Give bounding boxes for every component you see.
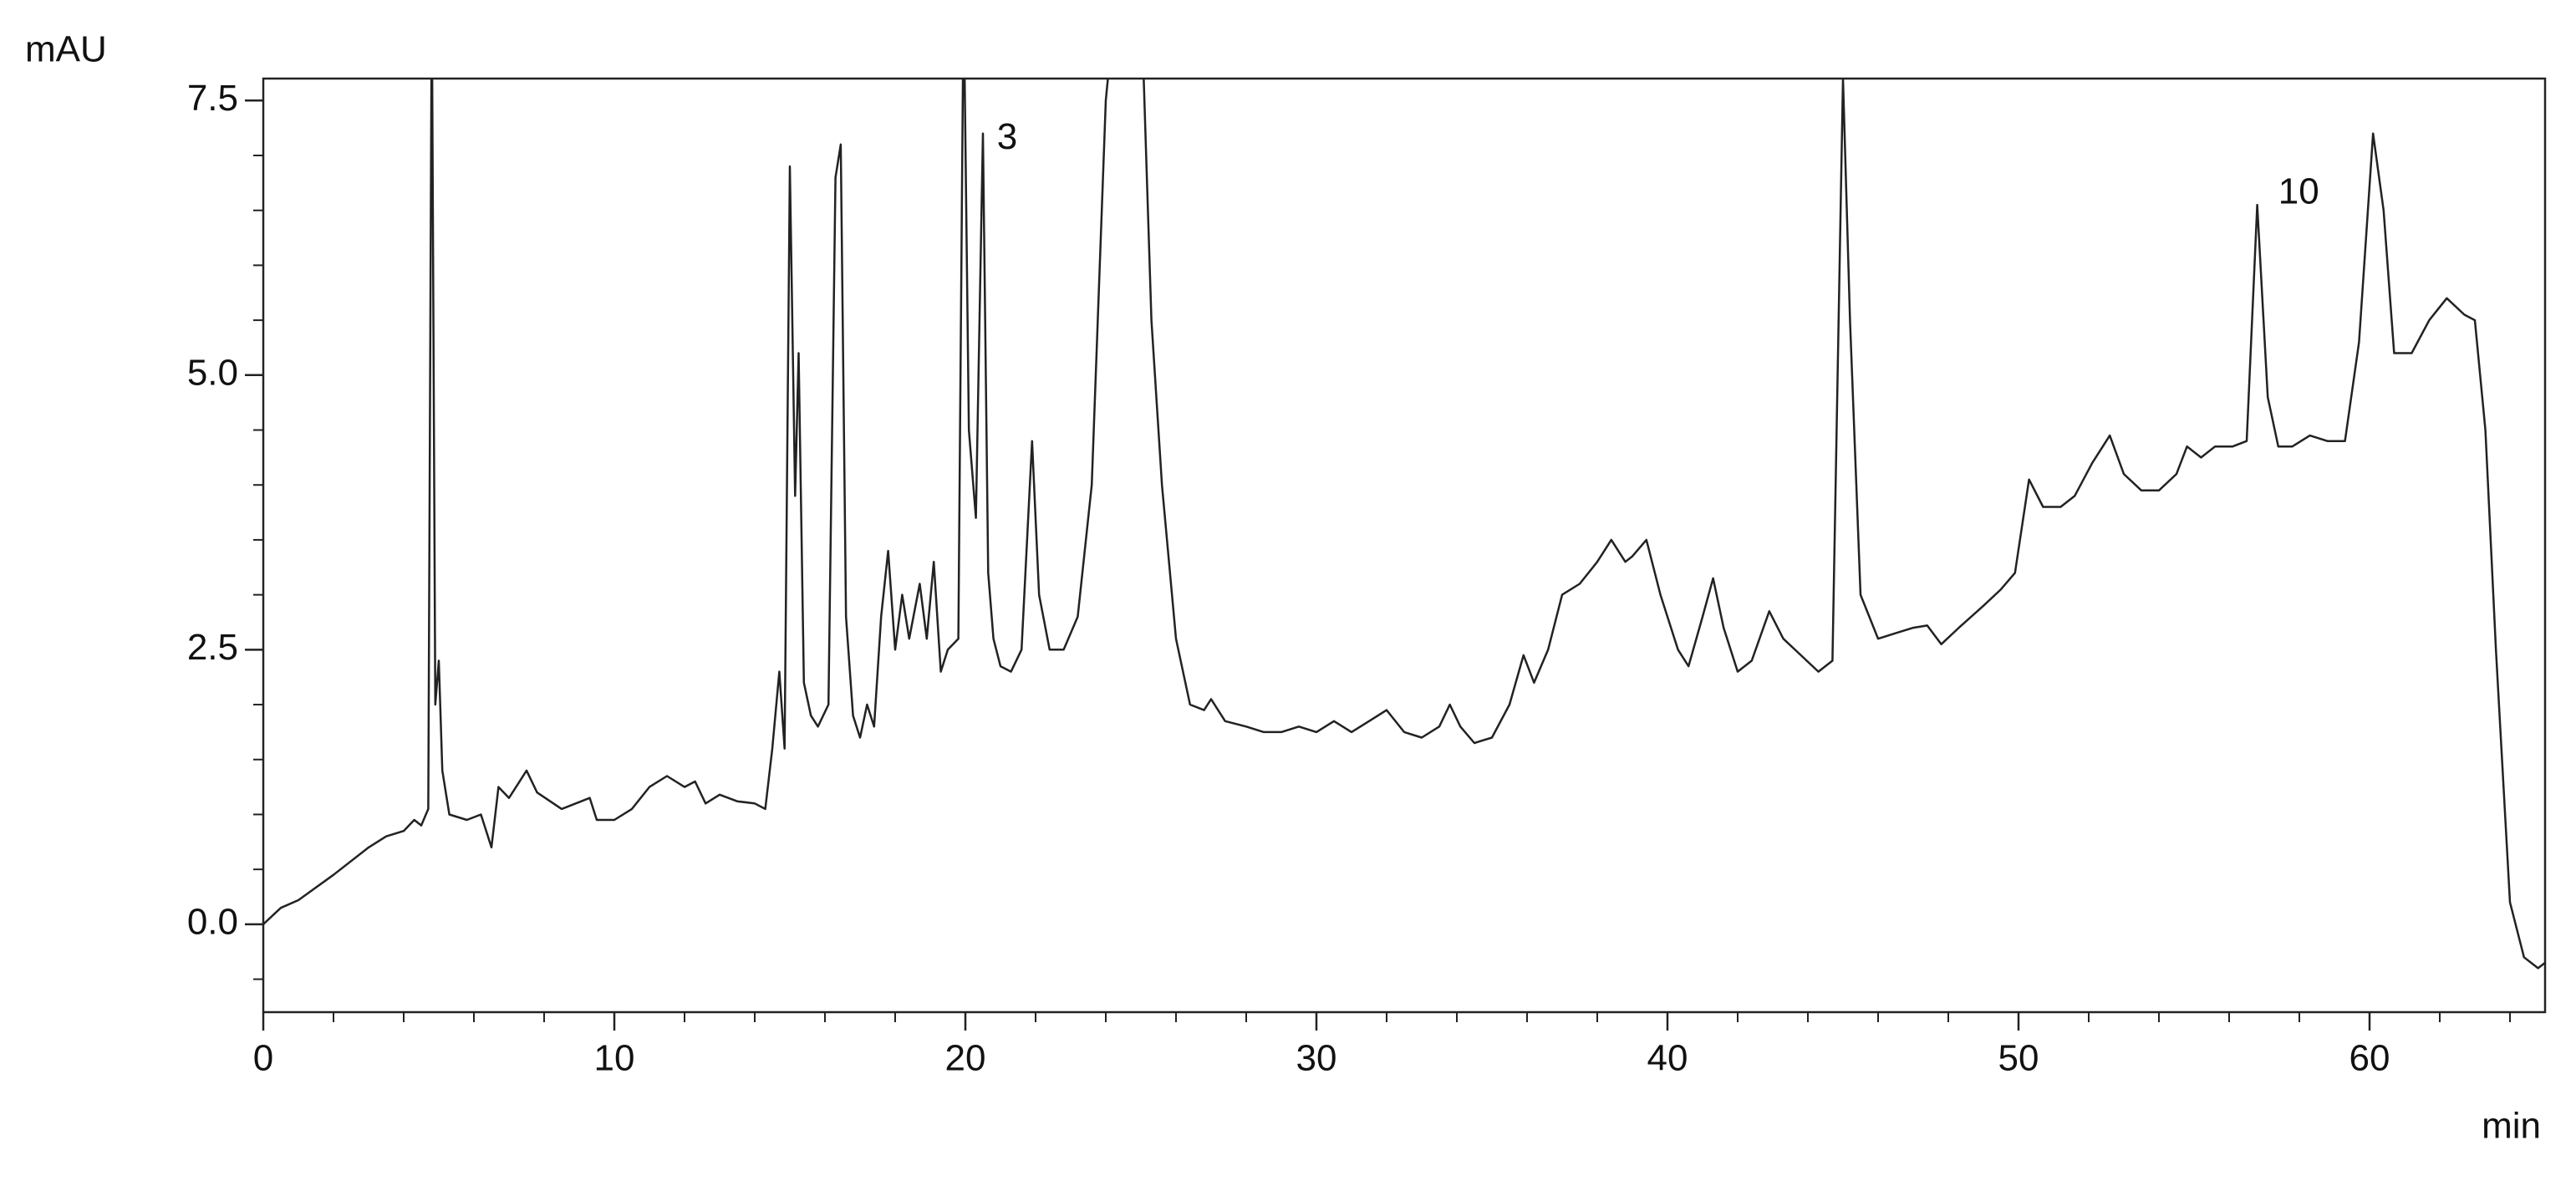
x-tick-label: 60 — [2349, 1038, 2390, 1079]
x-tick-label: 30 — [1296, 1038, 1337, 1079]
y-tick-label: 7.5 — [187, 78, 238, 119]
x-tick-label: 20 — [945, 1038, 986, 1079]
x-tick-label: 10 — [594, 1038, 635, 1079]
x-tick-label: 50 — [1998, 1038, 2039, 1079]
y-tick-label: 5.0 — [187, 352, 238, 393]
x-tick-label: 0 — [253, 1038, 273, 1079]
plot-frame — [262, 77, 2547, 1014]
plot-area — [263, 79, 2545, 970]
y-tick-label: 0.0 — [187, 901, 238, 942]
y-tick-label: 2.5 — [187, 627, 238, 668]
trace-line — [263, 79, 2545, 970]
peak-label: 10 — [2278, 171, 2319, 212]
y-axis-label: mAU — [25, 29, 107, 70]
x-tick-label: 40 — [1647, 1038, 1688, 1079]
x-axis-label: min — [2482, 1106, 2541, 1147]
peak-label: 3 — [997, 116, 1017, 157]
